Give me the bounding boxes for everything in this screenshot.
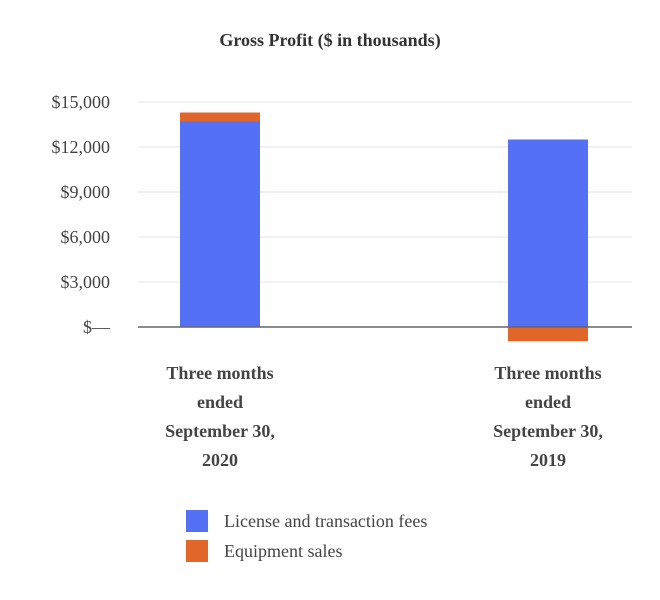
legend-swatch	[186, 540, 208, 562]
bar-equipment-sales	[180, 112, 260, 122]
x-tick-label-line: ended	[196, 392, 243, 412]
x-tick-label-line: 2019	[530, 450, 566, 470]
bar-equipment-sales	[508, 327, 588, 342]
legend-item: License and transaction fees	[186, 506, 427, 536]
x-tick-label-line: ended	[524, 392, 571, 412]
y-tick-label: $15,000	[52, 92, 111, 112]
legend-label: License and transaction fees	[224, 510, 428, 531]
bar-license-fees	[180, 121, 260, 327]
x-tick-label-line: September 30,	[493, 421, 603, 441]
legend: License and transaction fees Equipment sa…	[186, 506, 427, 566]
x-tick-label-line: Three months	[166, 363, 274, 383]
y-tick-label: $—	[83, 317, 111, 337]
legend-swatch	[186, 510, 208, 532]
legend-item: Equipment sales	[186, 536, 427, 566]
x-tick-label-line: Three months	[494, 363, 602, 383]
x-tick-label: Three months ended September 30, 2020	[130, 359, 310, 475]
bar-license-fees	[508, 139, 588, 327]
legend-label: Equipment sales	[224, 540, 343, 561]
y-tick-label: $12,000	[52, 137, 111, 157]
y-tick-label: $6,000	[61, 227, 111, 247]
y-tick-label: $9,000	[61, 182, 111, 202]
chart-title: Gross Profit ($ in thousands)	[219, 30, 441, 50]
x-tick-label: Three months ended September 30, 2019	[458, 359, 638, 475]
x-tick-label-line: 2020	[202, 450, 238, 470]
x-tick-label-line: September 30,	[165, 421, 275, 441]
y-tick-label: $3,000	[61, 272, 111, 292]
